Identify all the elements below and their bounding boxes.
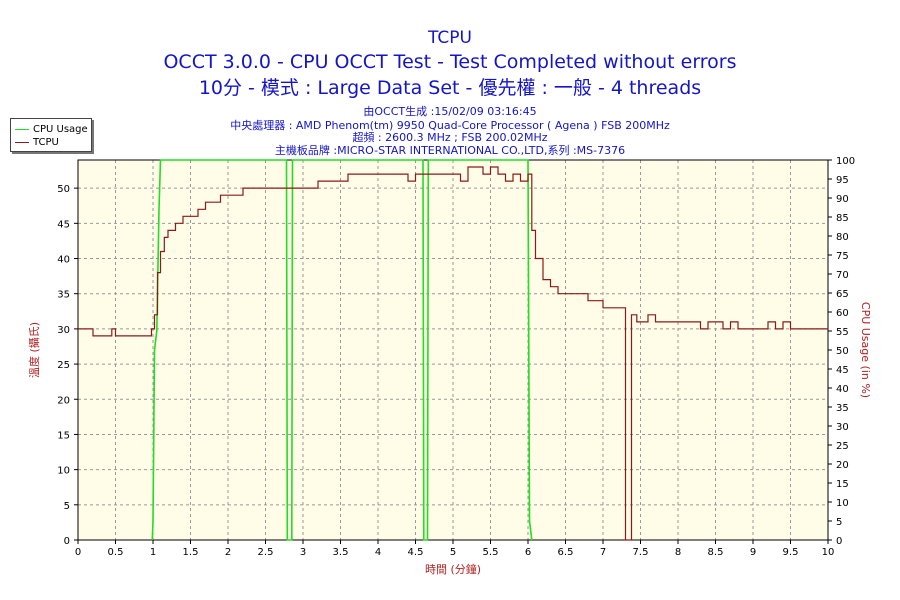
y2-tick-label: 80 xyxy=(836,232,849,243)
x-tick-label: 4 xyxy=(375,547,381,558)
y-tick-label: 50 xyxy=(57,184,70,195)
y2-tick-label: 65 xyxy=(836,289,849,300)
x-tick-label: 2 xyxy=(225,547,231,558)
x-tick-label: 10 xyxy=(822,547,835,558)
y2-tick-label: 20 xyxy=(836,460,849,471)
y-tick-label: 25 xyxy=(57,360,70,371)
x-tick-label: 2.5 xyxy=(258,547,274,558)
y-tick-label: 5 xyxy=(64,501,70,512)
info-clock: 超頻 : 2600.3 MHz ; FSB 200.02MHz xyxy=(352,131,548,144)
series-tcpu-line xyxy=(78,166,828,541)
chart-legend: CPU Usage TCPU xyxy=(10,118,92,152)
x-tick-label: 6 xyxy=(525,547,531,558)
x-tick-label: 8.5 xyxy=(708,547,724,558)
y2-tick-label: 60 xyxy=(836,308,849,319)
legend-swatch-cpu-usage xyxy=(15,128,29,130)
x-tick-label: 0.5 xyxy=(108,547,124,558)
y2-tick-label: 75 xyxy=(836,251,849,262)
y2-tick-label: 30 xyxy=(836,422,849,433)
series-cpu-usage-line xyxy=(151,159,533,541)
x-tick-label: 7 xyxy=(600,547,606,558)
info-generated: 由OCCT生成 :15/02/09 03:16:45 xyxy=(363,105,537,118)
legend-item-tcpu: TCPU xyxy=(15,136,59,148)
y2-tick-label: 15 xyxy=(836,479,849,490)
x-tick-label: 5.5 xyxy=(483,547,499,558)
y-tick-label: 15 xyxy=(57,430,70,441)
chart-title: TCPU xyxy=(428,28,472,48)
x-tick-label: 7.5 xyxy=(633,547,649,558)
x-axis-label: 時間 (分鐘) xyxy=(425,562,481,576)
legend-label-cpu-usage: CPU Usage xyxy=(33,123,88,135)
y2-tick-label: 85 xyxy=(836,213,849,224)
y2-tick-label: 55 xyxy=(836,327,849,338)
info-cpu: 中央處理器 : AMD Phenom(tm) 9950 Quad-Core Pr… xyxy=(230,119,670,132)
x-tick-label: 8 xyxy=(675,547,681,558)
y-tick-label: 30 xyxy=(57,325,70,336)
x-tick-label: 9.5 xyxy=(783,547,799,558)
y2-tick-label: 25 xyxy=(836,441,849,452)
y-tick-label: 0 xyxy=(64,536,70,547)
x-tick-label: 1 xyxy=(150,547,156,558)
y2-tick-label: 90 xyxy=(836,194,849,205)
y2-tick-label: 100 xyxy=(836,156,855,167)
y-tick-label: 20 xyxy=(57,395,70,406)
x-tick-label: 4.5 xyxy=(408,547,424,558)
y2-tick-label: 45 xyxy=(836,365,849,376)
x-tick-label: 1.5 xyxy=(183,547,199,558)
x-tick-label: 5 xyxy=(450,547,456,558)
x-tick-label: 0 xyxy=(75,547,81,558)
chart-subtitle-test: OCCT 3.0.0 - CPU OCCT Test - Test Comple… xyxy=(163,51,737,73)
y-tick-label: 45 xyxy=(57,219,70,230)
y2-tick-label: 35 xyxy=(836,403,849,414)
y-axis-label: 溫度 (攝氏) xyxy=(27,322,41,378)
y2-tick-label: 70 xyxy=(836,270,849,281)
y-tick-label: 35 xyxy=(57,290,70,301)
x-tick-label: 3.5 xyxy=(333,547,349,558)
y-tick-label: 10 xyxy=(57,466,70,477)
legend-item-cpu-usage: CPU Usage xyxy=(15,123,88,135)
y2-tick-label: 95 xyxy=(836,175,849,186)
y2-axis-label: CPU Usage (in %) xyxy=(859,302,872,398)
y-tick-label: 40 xyxy=(57,255,70,266)
legend-swatch-tcpu xyxy=(15,141,29,143)
y2-tick-label: 0 xyxy=(836,536,842,547)
info-motherboard: 主機板品牌 :MICRO-STAR INTERNATIONAL CO.,LTD,… xyxy=(274,144,626,157)
y2-tick-label: 50 xyxy=(836,346,849,357)
x-tick-label: 3 xyxy=(300,547,306,558)
x-tick-label: 6.5 xyxy=(558,547,574,558)
legend-label-tcpu: TCPU xyxy=(33,136,59,148)
chart-subtitle-mode: 10分 - 模式 : Large Data Set - 優先權 : 一般 - 4… xyxy=(198,77,702,99)
y2-tick-label: 5 xyxy=(836,517,842,528)
y2-tick-label: 10 xyxy=(836,498,849,509)
y2-tick-label: 40 xyxy=(836,384,849,395)
x-tick-label: 9 xyxy=(750,547,756,558)
